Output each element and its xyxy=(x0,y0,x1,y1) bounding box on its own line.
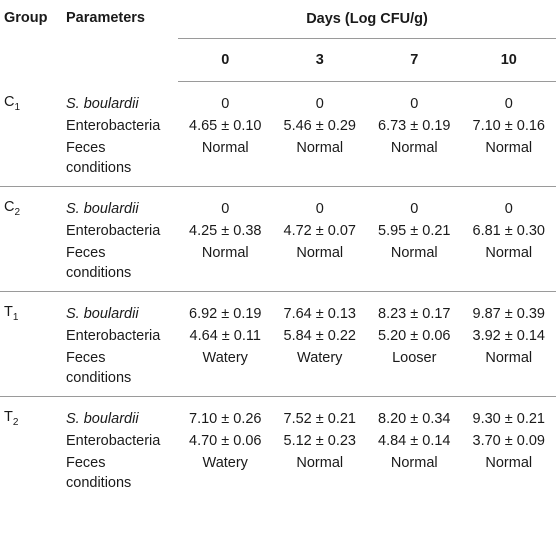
parameter-cell: Enterobacteria xyxy=(66,433,161,449)
group-subscript: 2 xyxy=(14,206,21,218)
value-cell: 9.87 ± 0.39 xyxy=(461,291,556,326)
group-column-header: Group xyxy=(4,10,48,26)
value-cell: Normal xyxy=(201,245,249,261)
group-label: T1 xyxy=(0,291,60,397)
table-row: Feces conditions Normal Normal Normal Normal xyxy=(0,243,556,292)
value-cell: 0 xyxy=(410,96,419,112)
table-row: Feces conditions Watery Normal Normal Normal xyxy=(0,453,556,501)
parameter-cell: Feces conditions xyxy=(66,455,132,491)
results-table: Group Parameters Days (Log CFU/g) 0 3 7 … xyxy=(0,0,556,501)
parameter-cell: Enterobacteria xyxy=(66,118,161,134)
group-block: C1 S. boulardii 0 0 0 0 Enterobacteria 4.65 ± 0… xyxy=(0,82,556,187)
value-cell: 8.23 ± 0.17 xyxy=(367,291,462,326)
value-cell: 5.20 ± 0.06 xyxy=(378,328,451,344)
parameter-cell: S. boulardii xyxy=(60,186,178,221)
value-cell: 4.25 ± 0.38 xyxy=(189,223,262,239)
value-cell: Watery xyxy=(202,350,248,366)
group-letter: T xyxy=(4,409,13,425)
table-row: Feces conditions Normal Normal Normal Normal xyxy=(0,138,556,187)
day-header: 10 xyxy=(461,38,556,82)
value-cell: Watery xyxy=(202,455,248,471)
parameter-cell: Enterobacteria xyxy=(66,223,161,239)
value-cell: 4.70 ± 0.06 xyxy=(189,433,262,449)
group-letter: T xyxy=(4,304,13,320)
group-subscript: 2 xyxy=(12,416,19,428)
value-cell: 5.12 ± 0.23 xyxy=(283,433,356,449)
table-row: T2 S. boulardii 7.10 ± 0.26 7.52 ± 0.21 8.20… xyxy=(0,396,556,501)
parameter-cell: Enterobacteria xyxy=(66,328,161,344)
value-cell: 6.92 ± 0.19 xyxy=(178,291,273,326)
value-cell: 8.20 ± 0.34 xyxy=(367,396,462,431)
value-cell: 9.30 ± 0.21 xyxy=(461,396,556,431)
value-cell: 4.65 ± 0.10 xyxy=(189,118,262,134)
value-cell: 0 xyxy=(504,96,513,112)
group-subscript: 1 xyxy=(12,311,19,323)
table-row: Enterobacteria 4.64 ± 0.11 5.84 ± 0.22 5.20… xyxy=(0,326,556,348)
value-cell: Normal xyxy=(296,245,344,261)
parameter-cell: S. boulardii xyxy=(66,95,139,112)
value-cell: Normal xyxy=(201,140,249,156)
value-cell: 4.72 ± 0.07 xyxy=(283,223,356,239)
value-cell: 5.46 ± 0.29 xyxy=(283,118,356,134)
value-cell: Normal xyxy=(485,350,533,366)
value-cell: 0 xyxy=(367,186,462,221)
value-cell: 4.64 ± 0.11 xyxy=(189,328,261,344)
days-header: Days (Log CFU/g) xyxy=(178,0,556,39)
parameters-column-header: Parameters xyxy=(66,10,145,26)
group-label: T2 xyxy=(0,396,60,501)
value-cell: 7.10 ± 0.26 xyxy=(178,396,273,431)
parameter-cell: Feces conditions xyxy=(66,350,132,386)
value-cell: 5.95 ± 0.21 xyxy=(378,223,451,239)
value-cell: 3.92 ± 0.14 xyxy=(472,328,545,344)
value-cell: 3.70 ± 0.09 xyxy=(472,433,545,449)
value-cell: 6.73 ± 0.19 xyxy=(378,118,451,134)
value-cell: Normal xyxy=(296,455,344,471)
table-row: C1 S. boulardii 0 0 0 0 xyxy=(0,82,556,117)
value-cell: 5.84 ± 0.22 xyxy=(283,328,356,344)
value-cell: Normal xyxy=(485,245,533,261)
day-header: 3 xyxy=(272,38,367,82)
value-cell: Normal xyxy=(485,455,533,471)
value-cell: 0 xyxy=(178,186,273,221)
value-cell: Normal xyxy=(390,245,438,261)
day-header: 0 xyxy=(178,38,273,82)
value-cell: 0 xyxy=(315,96,324,112)
table-row: T1 S. boulardii 6.92 ± 0.19 7.64 ± 0.13 8.23… xyxy=(0,291,556,397)
value-cell: 7.10 ± 0.16 xyxy=(472,118,545,134)
group-subscript: 1 xyxy=(14,101,21,113)
value-cell: 7.64 ± 0.13 xyxy=(272,291,367,326)
value-cell: Looser xyxy=(392,350,437,366)
value-cell: Watery xyxy=(297,350,343,366)
value-cell: 7.52 ± 0.21 xyxy=(272,396,367,431)
group-block: T1 S. boulardii 6.92 ± 0.19 7.64 ± 0.13 8.23… xyxy=(0,291,556,397)
value-cell: Normal xyxy=(390,140,438,156)
group-letter: C xyxy=(4,93,15,110)
group-block: T2 S. boulardii 7.10 ± 0.26 7.52 ± 0.21 8.20… xyxy=(0,396,556,501)
value-cell: Normal xyxy=(390,455,438,471)
value-cell: 0 xyxy=(221,96,230,112)
parameter-cell: Feces conditions xyxy=(66,140,132,176)
parameter-cell: S. boulardii xyxy=(60,396,178,431)
value-cell: Normal xyxy=(485,140,533,156)
table-row: Enterobacteria 4.25 ± 0.38 4.72 ± 0.07 5.95… xyxy=(0,221,556,243)
group-block: C2 S. boulardii 0 0 0 0 Enterobacteria 4.25 ± 0… xyxy=(0,186,556,292)
value-cell: Normal xyxy=(296,140,344,156)
group-label: C2 xyxy=(0,186,60,292)
group-letter: C xyxy=(4,199,15,215)
table-row: Enterobacteria 4.65 ± 0.10 5.46 ± 0.29 6.73… xyxy=(0,116,556,138)
value-cell: 6.81 ± 0.30 xyxy=(472,223,545,239)
parameter-cell: S. boulardii xyxy=(60,291,178,326)
group-label: C1 xyxy=(0,82,60,187)
day-header: 7 xyxy=(367,38,462,82)
value-cell: 0 xyxy=(461,186,556,221)
table-row: Enterobacteria 4.70 ± 0.06 5.12 ± 0.23 4.84… xyxy=(0,431,556,453)
value-cell: 0 xyxy=(272,186,367,221)
table-row: C2 S. boulardii 0 0 0 0 xyxy=(0,186,556,292)
parameter-cell: Feces conditions xyxy=(66,245,132,281)
table-row: Feces conditions Watery Watery Looser Normal xyxy=(0,348,556,397)
value-cell: 4.84 ± 0.14 xyxy=(378,433,451,449)
